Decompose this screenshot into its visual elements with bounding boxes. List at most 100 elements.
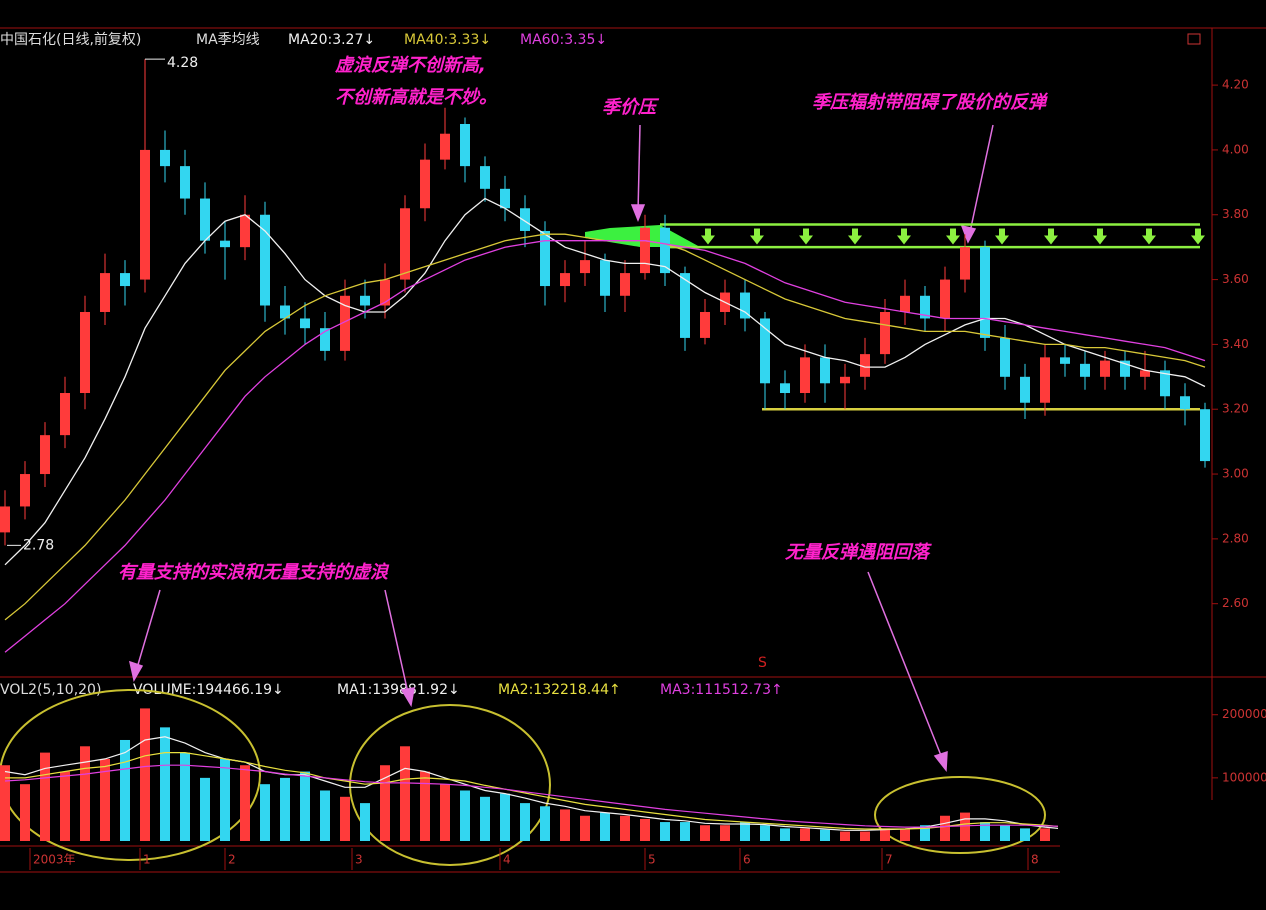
- legend-entry: MA20:3.27↓: [288, 32, 375, 48]
- volume-bar: [600, 812, 610, 841]
- volume-bar: [460, 790, 470, 841]
- volume-highlights: [0, 689, 1046, 866]
- candle-body: [920, 295, 930, 319]
- candle-body: [580, 260, 590, 274]
- candle-body: [540, 230, 550, 287]
- volume-bar: [40, 752, 50, 841]
- candle-body: [60, 393, 70, 436]
- legend-entry: MA40:3.33↓: [404, 32, 491, 48]
- candle-body: [300, 318, 310, 329]
- candle-body: [600, 260, 610, 296]
- y-tick-label: 100000: [1222, 770, 1266, 784]
- candle-body: [1080, 363, 1090, 377]
- volume-bar: [360, 803, 370, 841]
- candle-body: [900, 295, 910, 312]
- candle-body: [360, 295, 370, 306]
- candle-body: [20, 474, 30, 507]
- volume-bar: [340, 796, 350, 841]
- volume-bar: [680, 822, 690, 841]
- x-tick-label: 4: [503, 853, 511, 867]
- candle-body: [460, 123, 470, 167]
- volume-bar: [260, 784, 270, 841]
- candle-body: [980, 247, 990, 338]
- down-arrow: [946, 228, 960, 245]
- legend-entry: MA1:139881.92↓: [337, 682, 460, 698]
- candle-body: [420, 159, 430, 209]
- y-tick-label: 200000: [1222, 707, 1266, 721]
- low-label: 2.78: [23, 537, 54, 553]
- volume-bar: [1020, 828, 1030, 841]
- volume-bar: [960, 812, 970, 841]
- volume-ma-line: [5, 752, 1058, 830]
- volume-bar: [540, 806, 550, 841]
- y-tick-label: 3.80: [1222, 207, 1249, 221]
- y-tick-label: 4.20: [1222, 78, 1249, 92]
- volume-bar: [880, 828, 890, 841]
- volume-plot: [0, 708, 1058, 841]
- volume-bar: [480, 796, 490, 841]
- candle-body: [680, 273, 690, 338]
- x-tick-label: 5: [648, 853, 656, 867]
- down-arrow: [1142, 228, 1156, 245]
- volume-bar: [580, 815, 590, 841]
- legend-entry: MA3:111512.73↑: [660, 682, 783, 698]
- candle-body: [500, 188, 510, 209]
- candle-body: [840, 376, 850, 384]
- volume-bar: [920, 825, 930, 841]
- candle-body: [660, 227, 670, 274]
- candle-body: [940, 279, 950, 319]
- candle-body: [400, 208, 410, 280]
- volume-bar: [520, 803, 530, 841]
- frame: [0, 27, 1266, 873]
- candle-body: [1100, 360, 1110, 377]
- candle-body: [160, 149, 170, 167]
- volume-bar: [220, 758, 230, 841]
- candle-body: [380, 279, 390, 306]
- down-arrow: [1093, 228, 1107, 245]
- volume-bar: [760, 825, 770, 841]
- y-tick-label: 2.60: [1222, 596, 1249, 610]
- candle-body: [960, 247, 970, 280]
- legend-entry: MA60:3.35↓: [520, 32, 607, 48]
- candle-body: [1120, 360, 1130, 377]
- candle-body: [40, 435, 50, 475]
- y-tick-label: 3.60: [1222, 272, 1249, 286]
- candle-body: [120, 273, 130, 287]
- volume-bar: [660, 822, 670, 841]
- candle-body: [880, 311, 890, 355]
- volume-bar: [860, 831, 870, 841]
- volume-bar: [60, 771, 70, 841]
- candle-body: [320, 328, 330, 351]
- volume-bar: [140, 708, 150, 841]
- volume-bar: [200, 777, 210, 841]
- down-arrow: [897, 228, 911, 245]
- down-arrow: [995, 228, 1009, 245]
- candle-body: [520, 208, 530, 231]
- subtitle: MA季均线: [196, 32, 260, 48]
- candle-body: [820, 357, 830, 384]
- volume-bar: [620, 815, 630, 841]
- volume-bar: [300, 771, 310, 841]
- candle-body: [1160, 370, 1170, 397]
- candle-body: [260, 214, 270, 306]
- x-tick-label: 8: [1031, 853, 1039, 867]
- ma-line: [4, 240, 1206, 653]
- volume-bar: [440, 784, 450, 841]
- volume-bar: [400, 746, 410, 841]
- candle-body: [440, 133, 450, 160]
- annotation-arrows: [128, 124, 994, 773]
- candle-body: [780, 383, 790, 394]
- annotation: 有量支持的实浪和无量支持的虚浪: [118, 562, 390, 583]
- annotation: 无量反弹遇阻回落: [784, 542, 932, 563]
- candle-body: [860, 354, 870, 377]
- candle-body: [560, 273, 570, 287]
- volume-bar: [0, 765, 10, 841]
- down-arrow: [701, 228, 715, 245]
- candle-body: [1180, 396, 1190, 410]
- volume-bar: [940, 815, 950, 841]
- title: 中国石化(日线,前复权): [0, 31, 141, 48]
- volume-ma-line: [4, 764, 1058, 828]
- volume-bar: [820, 829, 830, 841]
- candle-body: [480, 166, 490, 189]
- candle-body: [800, 357, 810, 394]
